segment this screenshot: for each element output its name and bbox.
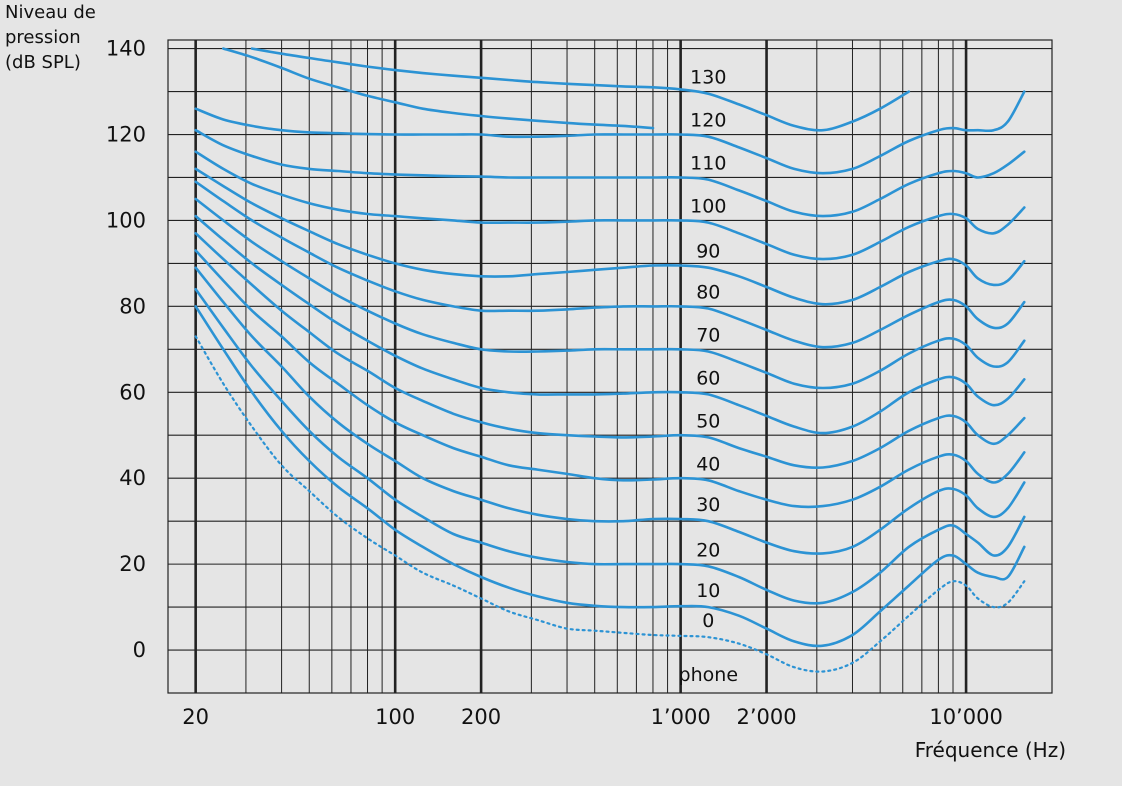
phon-curve xyxy=(194,197,1026,390)
phon-curve xyxy=(250,47,911,132)
x-axis-label: Fréquence (Hz) xyxy=(914,738,1066,762)
y-axis-label-line: pression xyxy=(5,27,81,48)
phon-curve xyxy=(194,232,1026,470)
phon-curve xyxy=(194,150,1026,261)
x-tick-label: 100 xyxy=(375,705,415,729)
phon-curve xyxy=(194,287,1026,605)
x-tick-label: 1’000 xyxy=(651,705,711,729)
x-tick-label: 200 xyxy=(461,705,501,729)
phon-label: 110 xyxy=(690,153,726,175)
phon-label: 30 xyxy=(696,494,720,516)
phon-label: 80 xyxy=(696,282,720,304)
x-tick-label: 10’000 xyxy=(929,705,1002,729)
phon-label: 100 xyxy=(690,196,726,218)
phon-curve xyxy=(222,47,655,130)
y-tick-label: 120 xyxy=(106,123,146,147)
phon-curve xyxy=(194,128,1026,218)
phon-label: 20 xyxy=(696,539,720,561)
phon-curve xyxy=(194,249,1026,509)
phon-curve xyxy=(194,90,1026,175)
y-axis-label-line: Niveau de xyxy=(5,2,96,23)
y-tick-label: 140 xyxy=(106,37,146,61)
phon-label: 70 xyxy=(696,324,720,346)
phon-curve xyxy=(194,214,1026,435)
phon-curve xyxy=(194,167,1026,306)
phon-label: 60 xyxy=(696,367,720,389)
phon-label: 40 xyxy=(696,453,720,475)
phon-curve xyxy=(194,305,1026,648)
phone-label-background xyxy=(690,658,762,688)
y-axis-label: Niveau de pression (dB SPL) xyxy=(5,0,145,75)
y-tick-label: 100 xyxy=(106,208,146,232)
y-tick-label: 80 xyxy=(119,294,146,318)
y-tick-label: 60 xyxy=(119,380,146,404)
curves xyxy=(194,47,1026,673)
phon-curve xyxy=(194,180,1026,349)
phon-label: 120 xyxy=(690,110,726,132)
phone-unit-label: phone xyxy=(679,664,738,686)
y-axis-label-line: (dB SPL) xyxy=(5,52,81,73)
y-tick-label: 20 xyxy=(119,552,146,576)
phon-label: 130 xyxy=(690,67,726,89)
x-tick-label: 2’000 xyxy=(736,705,796,729)
phon-label: 50 xyxy=(696,410,720,432)
y-tick-label: 0 xyxy=(133,638,146,662)
phon-label: 0 xyxy=(702,610,714,632)
y-tick-label: 40 xyxy=(119,466,146,490)
phon-curve xyxy=(194,266,1026,555)
phon-curve xyxy=(194,335,1026,673)
phon-label: 90 xyxy=(696,241,720,263)
x-tick-label: 20 xyxy=(182,705,209,729)
phon-label: 10 xyxy=(696,580,720,602)
